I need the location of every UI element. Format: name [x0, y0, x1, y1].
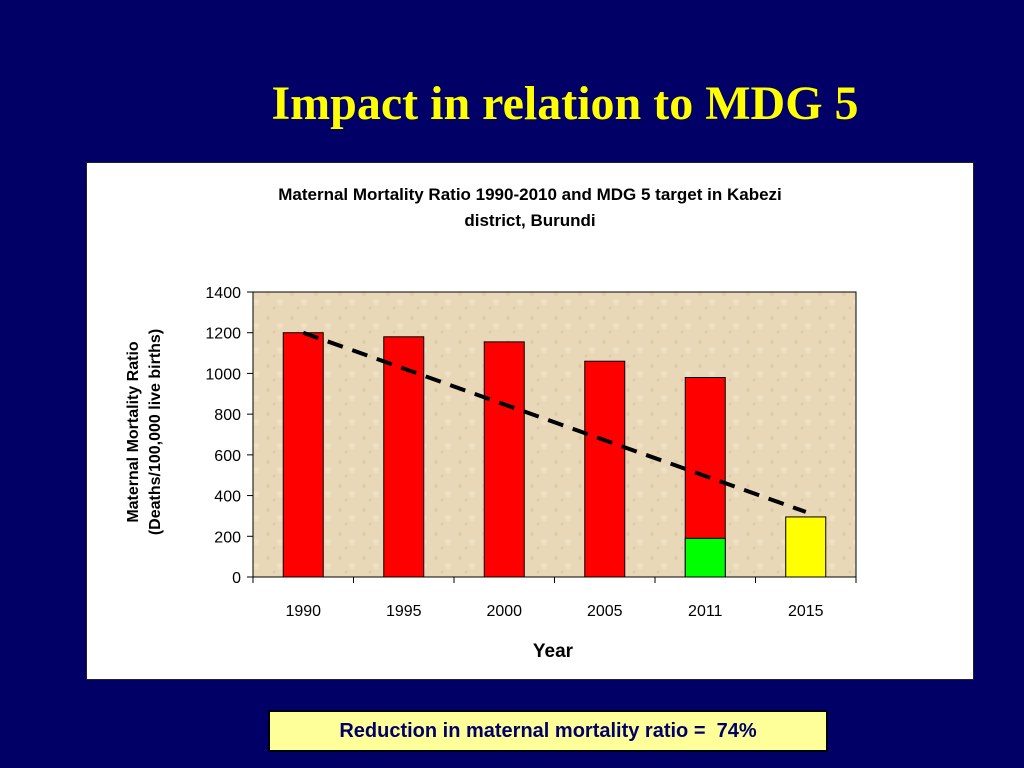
y-tick-label: 0	[232, 570, 241, 587]
x-tick-label: 2015	[788, 603, 824, 620]
plot-area	[252, 291, 857, 578]
bar-2011-series-1	[684, 537, 726, 578]
y-tick-label: 800	[214, 407, 241, 424]
x-tick-label: 2011	[688, 603, 723, 620]
bar-2000-series-0	[483, 341, 525, 578]
y-tick-label: 1200	[205, 326, 241, 343]
y-tick-label: 1400	[205, 285, 241, 302]
x-tick-label: 2005	[587, 603, 623, 620]
bar-1995-series-0	[383, 336, 425, 578]
x-tick-label: 1990	[285, 603, 321, 620]
y-axis-title: Maternal Mortality Ratio (Deaths/100,000 …	[125, 329, 164, 535]
bar-2005-series-0	[584, 360, 626, 578]
y-tick-label: 600	[214, 448, 241, 465]
x-tick-label: 1995	[386, 603, 422, 620]
y-tick-label: 200	[214, 529, 241, 546]
chart-title: Maternal Mortality Ratio 1990-2010 and M…	[86, 182, 974, 234]
x-axis-title: Year	[533, 641, 574, 662]
y-axis-title-line-2: (Deaths/100,000 live births)	[147, 329, 164, 535]
chart-title-line-2: district, Burundi	[464, 211, 596, 230]
chart-title-line-1: Maternal Mortality Ratio 1990-2010 and M…	[278, 185, 782, 204]
reduction-callout: Reduction in maternal mortality ratio = …	[268, 710, 828, 752]
bar-1990-series-0	[282, 332, 324, 578]
y-axis-title-line-1: Maternal Mortality Ratio	[125, 341, 142, 523]
mdg-target-trend-line	[302, 330, 807, 514]
bar-2015-series-2	[785, 516, 827, 578]
y-tick-label: 1000	[205, 366, 241, 383]
x-tick-label: 2000	[486, 603, 522, 620]
y-tick-label: 400	[214, 489, 241, 506]
slide-title: Impact in relation to MDG 5	[271, 77, 859, 130]
